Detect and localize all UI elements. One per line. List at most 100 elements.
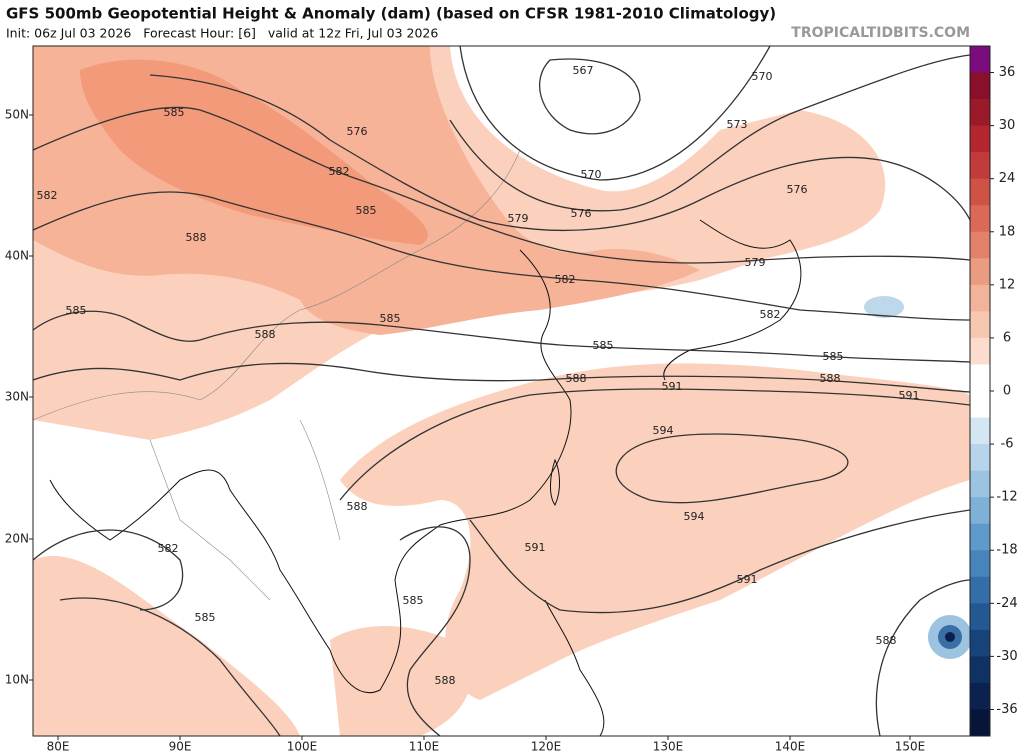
- colorbar-label: -36: [996, 702, 1017, 717]
- contour-label: 591: [899, 389, 920, 402]
- coastline: [663, 219, 802, 381]
- lon-label: 150E: [895, 740, 926, 754]
- contour-label: 591: [525, 541, 546, 554]
- subtitle: Init: 06z Jul 03 2026 Forecast Hour: [6]…: [6, 26, 438, 41]
- contour-label: 585: [380, 312, 401, 325]
- coastline: [49, 249, 572, 694]
- colorbar-swatch: [970, 576, 990, 604]
- contour-label: 585: [403, 594, 424, 607]
- colorbar-swatch: [970, 72, 990, 100]
- title: GFS 500mb Geopotential Height & Anomaly …: [6, 5, 776, 23]
- contour-label: 591: [662, 380, 683, 393]
- contour-label: 582: [555, 273, 576, 286]
- contour-label: 594: [684, 510, 705, 523]
- lon-label: 110E: [409, 740, 440, 754]
- contour-label: 576: [787, 183, 808, 196]
- colorbar-swatch: [970, 46, 990, 74]
- negative-anomaly: [945, 632, 955, 642]
- coastline: [544, 599, 605, 736]
- contour-label: 585: [66, 304, 87, 317]
- contour-label: 588: [876, 634, 897, 647]
- contour-label: 585: [823, 350, 844, 363]
- lon-label: 130E: [653, 740, 684, 754]
- colorbar-label: 6: [1003, 330, 1011, 345]
- colorbar-label: 0: [1003, 384, 1011, 399]
- contour-label: 570: [752, 70, 773, 83]
- lat-label: 10N: [5, 673, 29, 687]
- contour-label: 594: [653, 424, 674, 437]
- colorbar-label: -30: [996, 649, 1017, 664]
- contour-label: 585: [164, 106, 185, 119]
- contour-label: 576: [347, 125, 368, 138]
- positive-anomaly: [33, 556, 300, 736]
- colorbar-label: -18: [996, 543, 1017, 558]
- contour-label: 573: [727, 118, 748, 131]
- positive-anomaly: [80, 59, 428, 245]
- border: [33, 149, 521, 601]
- colorbar-swatch: [970, 231, 990, 259]
- contour-label: 582: [37, 189, 58, 202]
- colorbar-swatch: [970, 470, 990, 498]
- contour-label: 579: [508, 212, 529, 225]
- contour-label: 588: [347, 500, 368, 513]
- site-name: TROPICALTIDBITS.COM: [791, 25, 970, 41]
- colorbar-swatch: [970, 364, 990, 392]
- colorbar-swatch: [970, 391, 990, 419]
- lon-label: 140E: [775, 740, 806, 754]
- lat-label: 40N: [5, 249, 29, 263]
- lat-label: 20N: [5, 532, 29, 546]
- colorbar-swatch: [970, 656, 990, 684]
- positive-anomaly: [340, 363, 970, 700]
- lon-label: 80E: [47, 740, 70, 754]
- lon-label: 120E: [531, 740, 562, 754]
- contour-label: 588: [255, 328, 276, 341]
- colorbar-swatch: [970, 205, 990, 233]
- lat-label: 30N: [5, 390, 29, 404]
- colorbar-swatch: [970, 709, 990, 737]
- colorbar-swatch: [970, 125, 990, 153]
- colorbar-label: 24: [999, 171, 1016, 186]
- coastline: [550, 458, 560, 506]
- colorbar-label: 18: [999, 224, 1016, 239]
- colorbar-swatch: [970, 629, 990, 657]
- colorbar-label: 30: [999, 118, 1016, 133]
- contour-label: 585: [593, 339, 614, 352]
- colorbar-label: -24: [996, 596, 1017, 611]
- contour-label: 585: [195, 611, 216, 624]
- colorbar-swatch: [970, 550, 990, 578]
- contour-label: 567: [573, 64, 594, 77]
- contour-label: 588: [820, 372, 841, 385]
- colorbar-swatch: [970, 444, 990, 472]
- lon-label: 90E: [169, 740, 192, 754]
- contour-label: 588: [566, 372, 587, 385]
- colorbar-swatch: [970, 682, 990, 710]
- colorbar-swatch: [970, 417, 990, 445]
- contour-label: 582: [158, 542, 179, 555]
- contour-label: 588: [435, 674, 456, 687]
- positive-anomaly: [330, 626, 473, 736]
- colorbar-swatch: [970, 152, 990, 180]
- colorbar-swatch: [970, 178, 990, 206]
- colorbar-swatch: [970, 311, 990, 339]
- colorbar-swatch: [970, 523, 990, 551]
- contour-label: 570: [581, 168, 602, 181]
- contours: [33, 46, 970, 736]
- contour-label: 585: [356, 204, 377, 217]
- contour-label: 579: [745, 256, 766, 269]
- map-area: [33, 46, 970, 736]
- colorbar-swatch: [970, 603, 990, 631]
- colorbar-swatch: [970, 497, 990, 525]
- colorbar-swatch: [970, 258, 990, 286]
- colorbar-swatch: [970, 337, 990, 365]
- colorbar: 36 30 24 18 12 6 0 -6 -12 -18 -24 -30 -36: [969, 45, 1018, 737]
- negative-anomaly: [864, 296, 904, 318]
- colorbar-label: 36: [999, 65, 1016, 80]
- colorbar-label: -12: [996, 490, 1017, 505]
- contour-label: 576: [571, 207, 592, 220]
- colorbar-label: 12: [999, 277, 1016, 292]
- contour-label: 582: [760, 308, 781, 321]
- contour-label: 591: [737, 573, 758, 586]
- contour-label: 582: [329, 165, 350, 178]
